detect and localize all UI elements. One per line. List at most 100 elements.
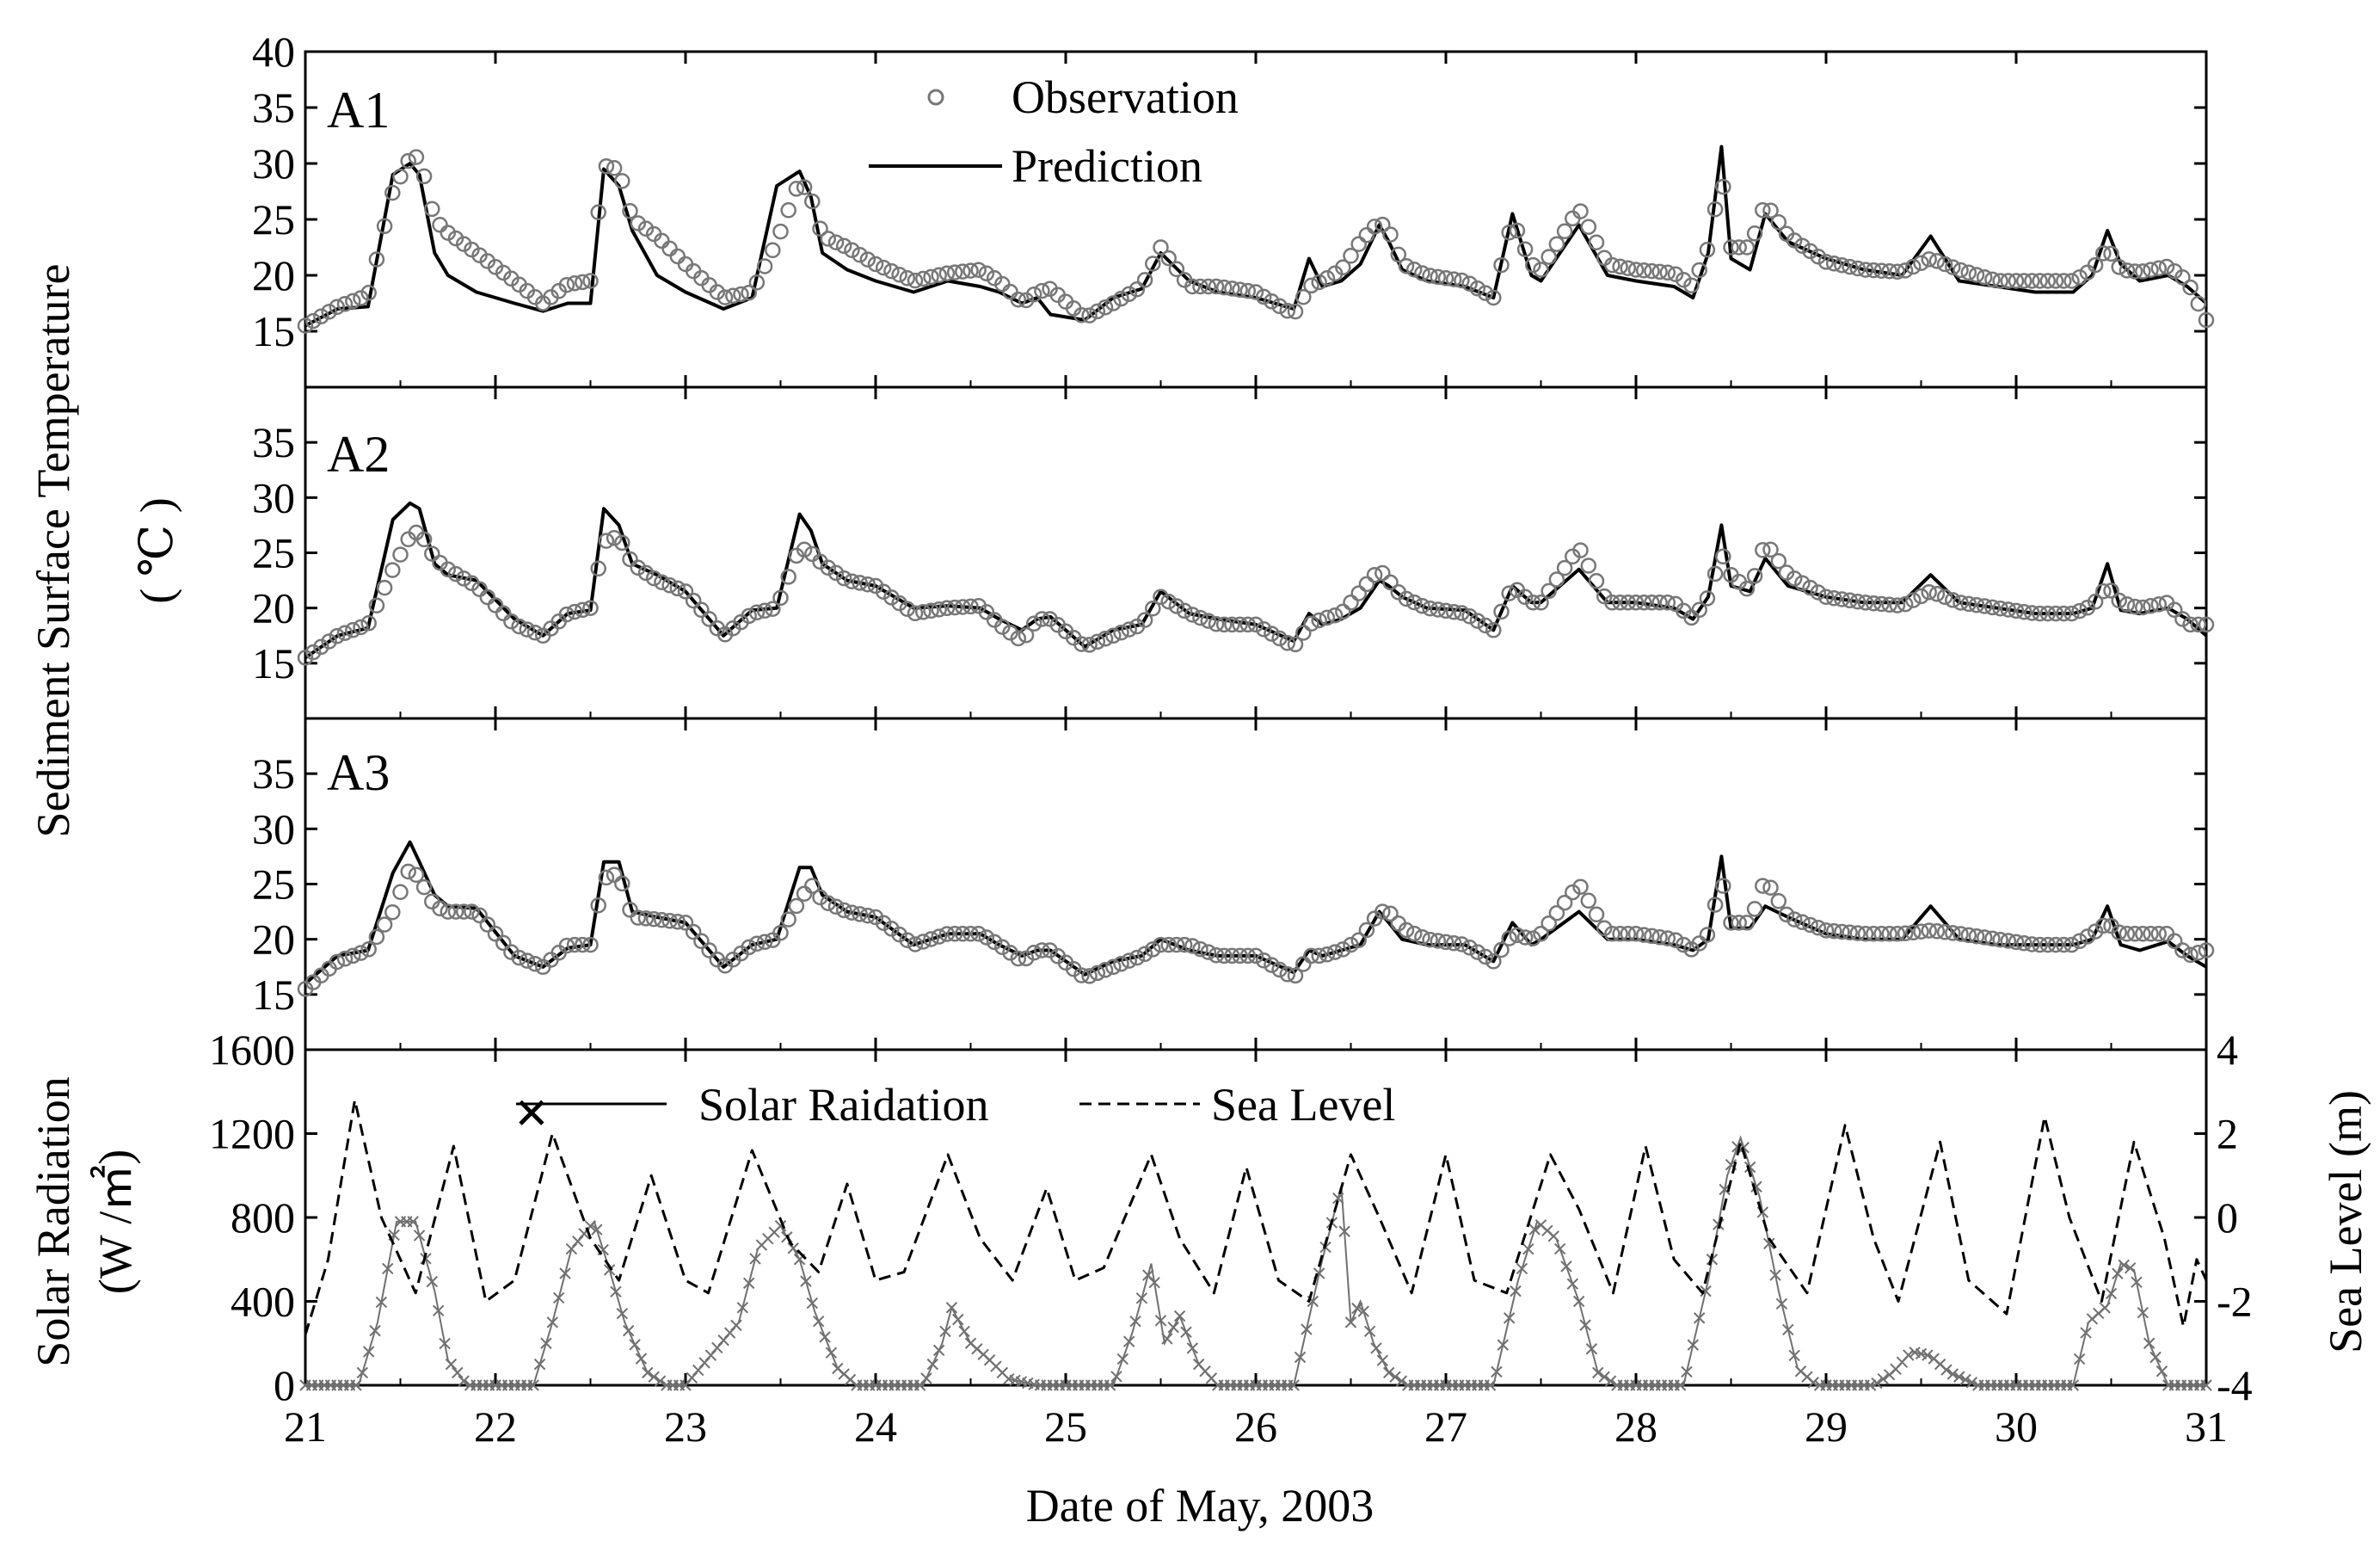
observation-point-A1 bbox=[1707, 200, 1724, 218]
observation-point-A2 bbox=[2190, 616, 2207, 633]
observation-point-A2 bbox=[392, 546, 409, 563]
observation-point-A3 bbox=[566, 936, 583, 953]
legend-radiation-marker: ✕ bbox=[514, 1089, 550, 1137]
observation-point-A1 bbox=[2103, 245, 2119, 262]
legend-prediction-label: Prediction bbox=[1012, 140, 1202, 192]
observation-point-A1 bbox=[891, 266, 907, 283]
observation-point-A1 bbox=[1224, 280, 1240, 297]
observation-point-A2 bbox=[1113, 624, 1129, 641]
observation-point-A1 bbox=[329, 299, 346, 316]
observation-point-A3 bbox=[1350, 932, 1367, 948]
observation-point-A2 bbox=[471, 581, 488, 597]
solar-radiation-marker bbox=[603, 1264, 616, 1276]
observation-point-A3 bbox=[1992, 931, 2008, 948]
observation-point-A2 bbox=[1287, 636, 1304, 653]
solar-radiation-marker bbox=[1516, 1262, 1528, 1275]
observation-point-A3 bbox=[835, 902, 852, 919]
observation-point-A1 bbox=[1192, 278, 1208, 295]
observation-point-A2 bbox=[1430, 601, 1447, 618]
solar-radiation-marker bbox=[1566, 1278, 1579, 1290]
solar-radiation-marker bbox=[806, 1297, 819, 1310]
observation-point-A1 bbox=[345, 293, 361, 310]
observation-point-A1 bbox=[1271, 298, 1288, 315]
observation-point-A1 bbox=[1145, 256, 1161, 272]
solar-radiation-marker bbox=[1370, 1342, 1382, 1354]
observation-point-A3 bbox=[1232, 947, 1248, 965]
panel-label-a1: A1 bbox=[327, 82, 390, 139]
observation-point-A2 bbox=[1485, 622, 1502, 638]
observation-point-A3 bbox=[1469, 944, 1486, 960]
observation-point-A2 bbox=[2015, 603, 2033, 620]
solar-radiation-marker bbox=[1129, 1315, 1141, 1328]
observation-point-A3 bbox=[1215, 947, 1233, 965]
solar-radiation-marker bbox=[369, 1324, 381, 1337]
observation-point-A3 bbox=[2143, 926, 2159, 942]
observation-point-A3 bbox=[479, 916, 496, 933]
observation-point-A1 bbox=[1762, 202, 1779, 219]
observation-point-A3 bbox=[978, 929, 995, 946]
observation-point-A3 bbox=[471, 907, 488, 924]
solar-radiation-marker bbox=[1959, 1373, 1971, 1386]
observation-point-A3 bbox=[1588, 906, 1605, 923]
solar-radiation-marker bbox=[945, 1302, 958, 1314]
solar-radiation-marker bbox=[1528, 1223, 1541, 1236]
observation-point-A1 bbox=[1842, 258, 1858, 275]
y2-tick-label: 0 bbox=[2217, 1193, 2238, 1242]
observation-point-A3 bbox=[637, 910, 655, 927]
observation-point-A1 bbox=[1746, 225, 1763, 242]
observation-point-A1 bbox=[1509, 222, 1526, 239]
solar-radiation-marker bbox=[1674, 1379, 1687, 1391]
observation-point-A2 bbox=[962, 598, 979, 615]
observation-point-A1 bbox=[812, 220, 828, 237]
observation-point-A2 bbox=[304, 644, 322, 661]
solar-radiation-marker bbox=[1965, 1377, 1978, 1389]
observation-point-A3 bbox=[1976, 929, 1993, 946]
observation-point-A3 bbox=[1913, 923, 1929, 940]
solar-radiation-marker bbox=[432, 1304, 445, 1316]
observation-point-A3 bbox=[2008, 934, 2025, 951]
observation-point-A2 bbox=[1326, 607, 1344, 624]
observation-point-A3 bbox=[2135, 926, 2151, 942]
observation-point-A3 bbox=[931, 928, 947, 945]
y-tick-label: 35 bbox=[252, 83, 295, 132]
observation-point-A3 bbox=[852, 906, 868, 922]
y2-tick-label: 4 bbox=[2217, 1026, 2238, 1074]
observation-point-A1 bbox=[1699, 242, 1716, 258]
observation-point-A2 bbox=[820, 559, 837, 576]
observation-point-A3 bbox=[796, 885, 813, 902]
observation-point-A1 bbox=[1755, 201, 1771, 219]
observation-point-A1 bbox=[962, 262, 979, 279]
observation-point-A1 bbox=[2039, 273, 2057, 289]
solar-radiation-marker bbox=[2105, 1287, 2118, 1300]
observation-point-A1 bbox=[630, 215, 647, 231]
observation-point-A2 bbox=[844, 573, 860, 589]
solar-radiation-marker bbox=[350, 1379, 362, 1391]
observation-point-A1 bbox=[1485, 289, 1502, 306]
observation-point-A2 bbox=[1335, 603, 1351, 620]
observation-point-A1 bbox=[669, 248, 686, 265]
observation-point-A1 bbox=[2047, 273, 2064, 289]
observation-point-A1 bbox=[1580, 219, 1597, 235]
observation-point-A3 bbox=[1667, 932, 1684, 948]
observation-point-A1 bbox=[661, 240, 678, 257]
observation-point-A2 bbox=[2024, 605, 2040, 621]
solar-radiation-marker bbox=[540, 1337, 552, 1349]
solar-radiation-marker bbox=[812, 1315, 825, 1328]
observation-point-A3 bbox=[1897, 925, 1914, 942]
observation-point-A2 bbox=[440, 561, 457, 578]
solar-radiation-marker bbox=[2112, 1267, 2124, 1279]
observation-point-A3 bbox=[1311, 947, 1327, 965]
observation-point-A1 bbox=[1469, 280, 1486, 297]
observation-point-A1 bbox=[1556, 223, 1573, 240]
observation-point-A2 bbox=[1081, 637, 1098, 653]
observation-point-A3 bbox=[1928, 923, 1946, 940]
observation-point-A3 bbox=[1405, 925, 1423, 942]
observation-point-A3 bbox=[590, 897, 606, 914]
observation-point-A3 bbox=[1089, 965, 1106, 982]
observation-point-A2 bbox=[1279, 635, 1296, 651]
solar-radiation-marker bbox=[2124, 1262, 2137, 1274]
observation-point-A1 bbox=[2143, 262, 2159, 278]
observation-point-A1 bbox=[883, 262, 900, 280]
solar-radiation-marker bbox=[1560, 1260, 1572, 1273]
observation-point-A1 bbox=[1129, 280, 1146, 298]
